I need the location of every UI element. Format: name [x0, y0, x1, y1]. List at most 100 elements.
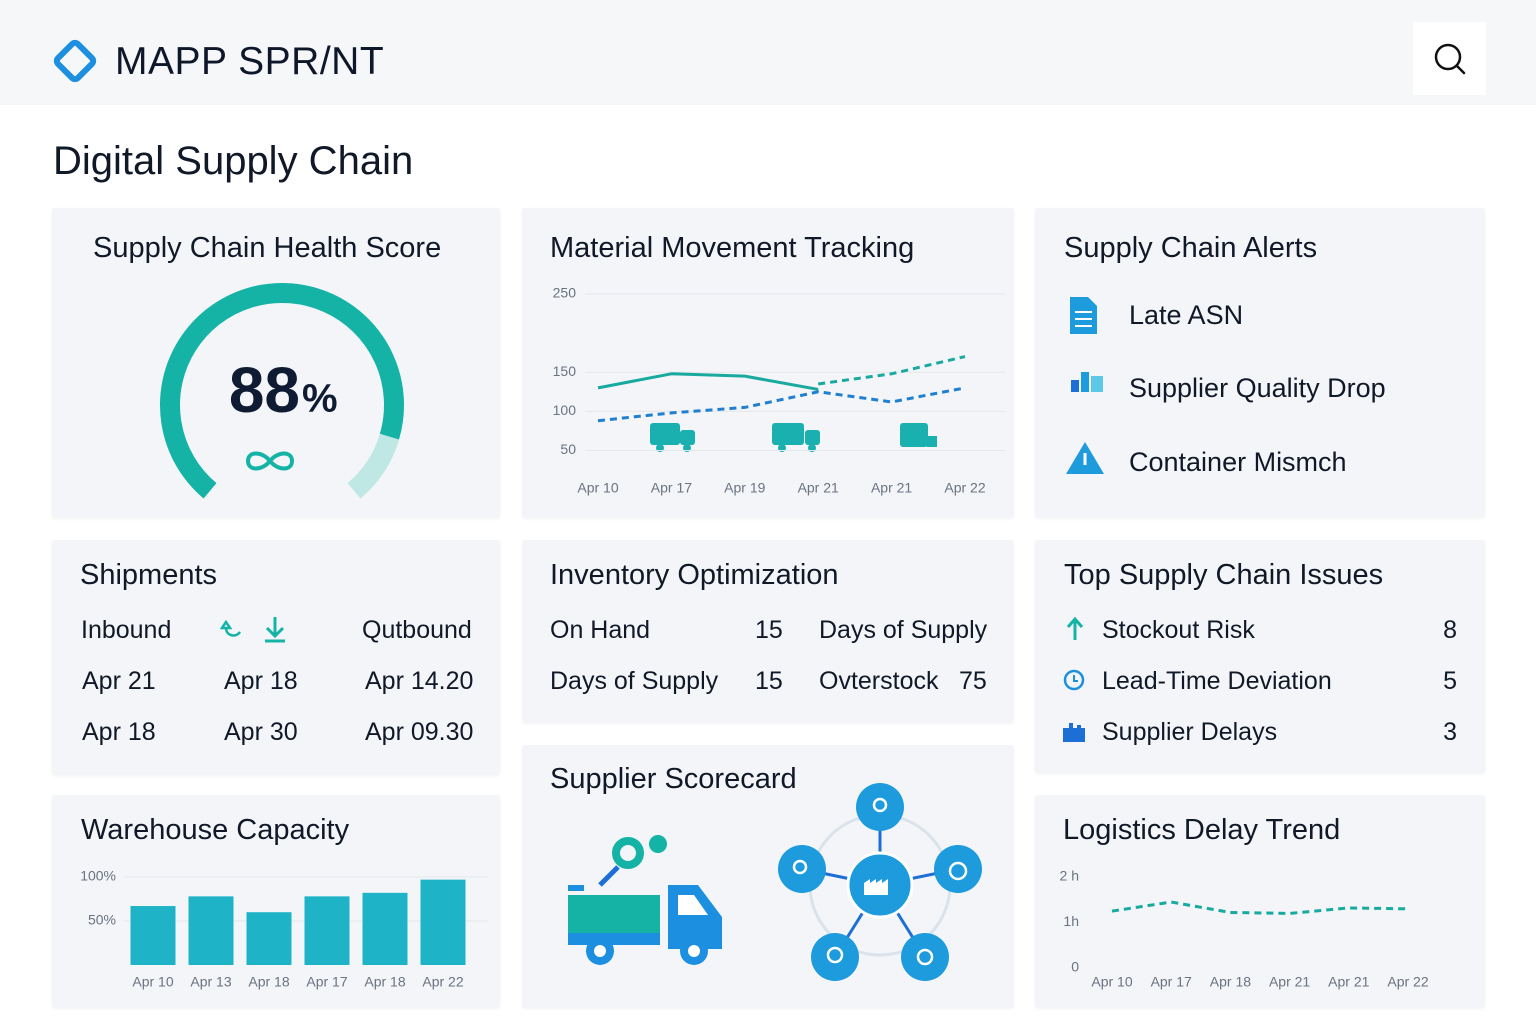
gauge-unit: %	[302, 377, 338, 421]
x-tick-label: Apr 10	[132, 974, 173, 990]
movement-card: Material Movement Tracking 50 100 150 250 Ap…	[522, 208, 1014, 518]
cell: Days of Supply	[819, 616, 988, 644]
column-header: Qutbound	[362, 616, 472, 644]
bar	[420, 879, 466, 965]
cell: Apr 14.20	[365, 667, 474, 695]
x-tick-label: Apr 21	[1269, 974, 1310, 990]
y-tick-label: 0	[1071, 959, 1079, 975]
x-tick-label: Apr 22	[1387, 974, 1428, 990]
x-tick-label: Apr 21	[798, 480, 839, 496]
card-title: Material Movement Tracking	[550, 232, 915, 264]
x-tick-label: Apr 18	[364, 974, 405, 990]
bar	[130, 906, 176, 965]
issue-count: 5	[1443, 667, 1457, 695]
issue-label: Supplier Delays	[1102, 718, 1278, 746]
cell: 15	[755, 616, 783, 644]
line-series	[817, 355, 966, 386]
y-tick-label: 50	[560, 441, 576, 457]
cell: 75	[959, 667, 987, 695]
x-tick-label: Apr 17	[1151, 974, 1192, 990]
cell: Days of Supply	[550, 667, 719, 695]
issue-count: 8	[1443, 616, 1457, 644]
alert-icons	[1066, 297, 1104, 474]
page-title: Digital Supply Chain	[53, 139, 414, 183]
x-tick-label: Apr 10	[1091, 974, 1132, 990]
x-tick-label: Apr 21	[871, 480, 912, 496]
cell: Apr 18	[224, 667, 298, 695]
bar	[188, 896, 234, 965]
x-tick-label: Apr 21	[1328, 974, 1369, 990]
x-tick-label: Apr 17	[651, 480, 692, 496]
line-series	[597, 386, 966, 423]
bar	[246, 912, 292, 965]
x-tick-label: Apr 10	[577, 480, 618, 496]
logo	[53, 39, 97, 83]
cell: Apr 30	[224, 718, 298, 746]
cell: Ovterstock	[819, 667, 939, 695]
card-title: Shipments	[80, 559, 218, 591]
x-tick-label: Apr 18	[1210, 974, 1251, 990]
x-tick-label: Apr 17	[306, 974, 347, 990]
warehouse-chart: 50% 100% Apr 10 Apr 13 Apr 18 Apr 17 Apr 18 Apr…	[80, 868, 488, 990]
cell: Apr 21	[82, 667, 156, 695]
x-tick-label: Apr 13	[190, 974, 231, 990]
scorecard-card: Supplier Scorecard	[522, 745, 1014, 1008]
alert-item: Container Mismch	[1129, 447, 1347, 477]
cell: 15	[755, 667, 783, 695]
card-title: Supplier Scorecard	[550, 763, 797, 795]
card-title: Supply Chain Alerts	[1064, 232, 1318, 264]
search-icon	[1434, 43, 1466, 75]
line-series	[1111, 900, 1409, 915]
issues-card: Top Supply Chain Issues Stockout Risk 8 …	[1035, 540, 1485, 773]
issue-label: Lead-Time Deviation	[1102, 667, 1332, 695]
direction-icons	[220, 617, 285, 643]
gauge-icon	[245, 451, 295, 471]
line-series	[597, 372, 819, 391]
card-title: Top Supply Chain Issues	[1064, 559, 1384, 591]
issue-icons	[1063, 616, 1085, 742]
cell: On Hand	[550, 616, 651, 644]
x-tick-label: Apr 18	[248, 974, 289, 990]
logistics-chart: 0 1h 2 h Apr 10 Apr 17 Apr 18 Apr 21 Apr 21 Apr …	[1060, 868, 1429, 990]
inventory-card: Inventory Optimization On Hand 15 Days o…	[522, 540, 1014, 723]
health-card: Supply Chain Health Score 88%	[52, 208, 500, 518]
card-title: Inventory Optimization	[550, 559, 839, 591]
alerts-card: Supply Chain Alerts Late ASN Supplier Qu…	[1035, 208, 1485, 518]
gauge-number: 88	[229, 354, 300, 426]
scorecard-illustration	[568, 783, 982, 981]
card-title: Warehouse Capacity	[81, 814, 350, 846]
issue-count: 3	[1443, 718, 1457, 746]
issue-label: Stockout Risk	[1102, 616, 1255, 644]
y-tick-label: 100%	[80, 868, 116, 884]
logistics-card: Logistics Delay Trend 0 1h 2 h Apr 10 Apr 17…	[1035, 795, 1485, 1008]
card-title: Logistics Delay Trend	[1063, 814, 1341, 846]
top-bar	[0, 0, 1536, 105]
shipments-card: Shipments Inbound Qutbound Apr 21 Apr 18…	[52, 540, 500, 775]
y-tick-label: 250	[553, 285, 577, 301]
y-tick-label: 2 h	[1060, 868, 1079, 884]
column-header: Inbound	[81, 616, 172, 644]
cell: Apr 09.30	[365, 718, 474, 746]
y-tick-label: 1h	[1063, 913, 1079, 929]
gauge: 88%	[160, 283, 404, 499]
x-tick-label: Apr 19	[724, 480, 765, 496]
y-tick-label: 100	[553, 402, 577, 418]
cell: Apr 18	[82, 718, 156, 746]
brand: MAPP SPR/NT	[115, 40, 385, 83]
bar	[362, 892, 408, 965]
x-tick-label: Apr 22	[944, 480, 985, 496]
gauge-track	[347, 433, 400, 499]
gauge-value	[160, 283, 404, 499]
truck-icons	[650, 423, 937, 452]
x-tick-label: Apr 22	[422, 974, 463, 990]
movement-chart: 50 100 150 250 Apr 10 Apr 17 Apr 19 Apr 21 Apr 2…	[553, 285, 1005, 496]
y-tick-label: 150	[553, 363, 577, 379]
warehouse-card: Warehouse Capacity 50% 100% Apr 10 Apr 13 Ap…	[52, 795, 500, 1008]
y-tick-label: 50%	[88, 912, 116, 928]
alert-item: Late ASN	[1129, 300, 1244, 330]
alert-item: Supplier Quality Drop	[1129, 373, 1386, 403]
search-button[interactable]	[1413, 22, 1486, 95]
bar	[304, 896, 350, 965]
card-title: Supply Chain Health Score	[93, 232, 442, 264]
